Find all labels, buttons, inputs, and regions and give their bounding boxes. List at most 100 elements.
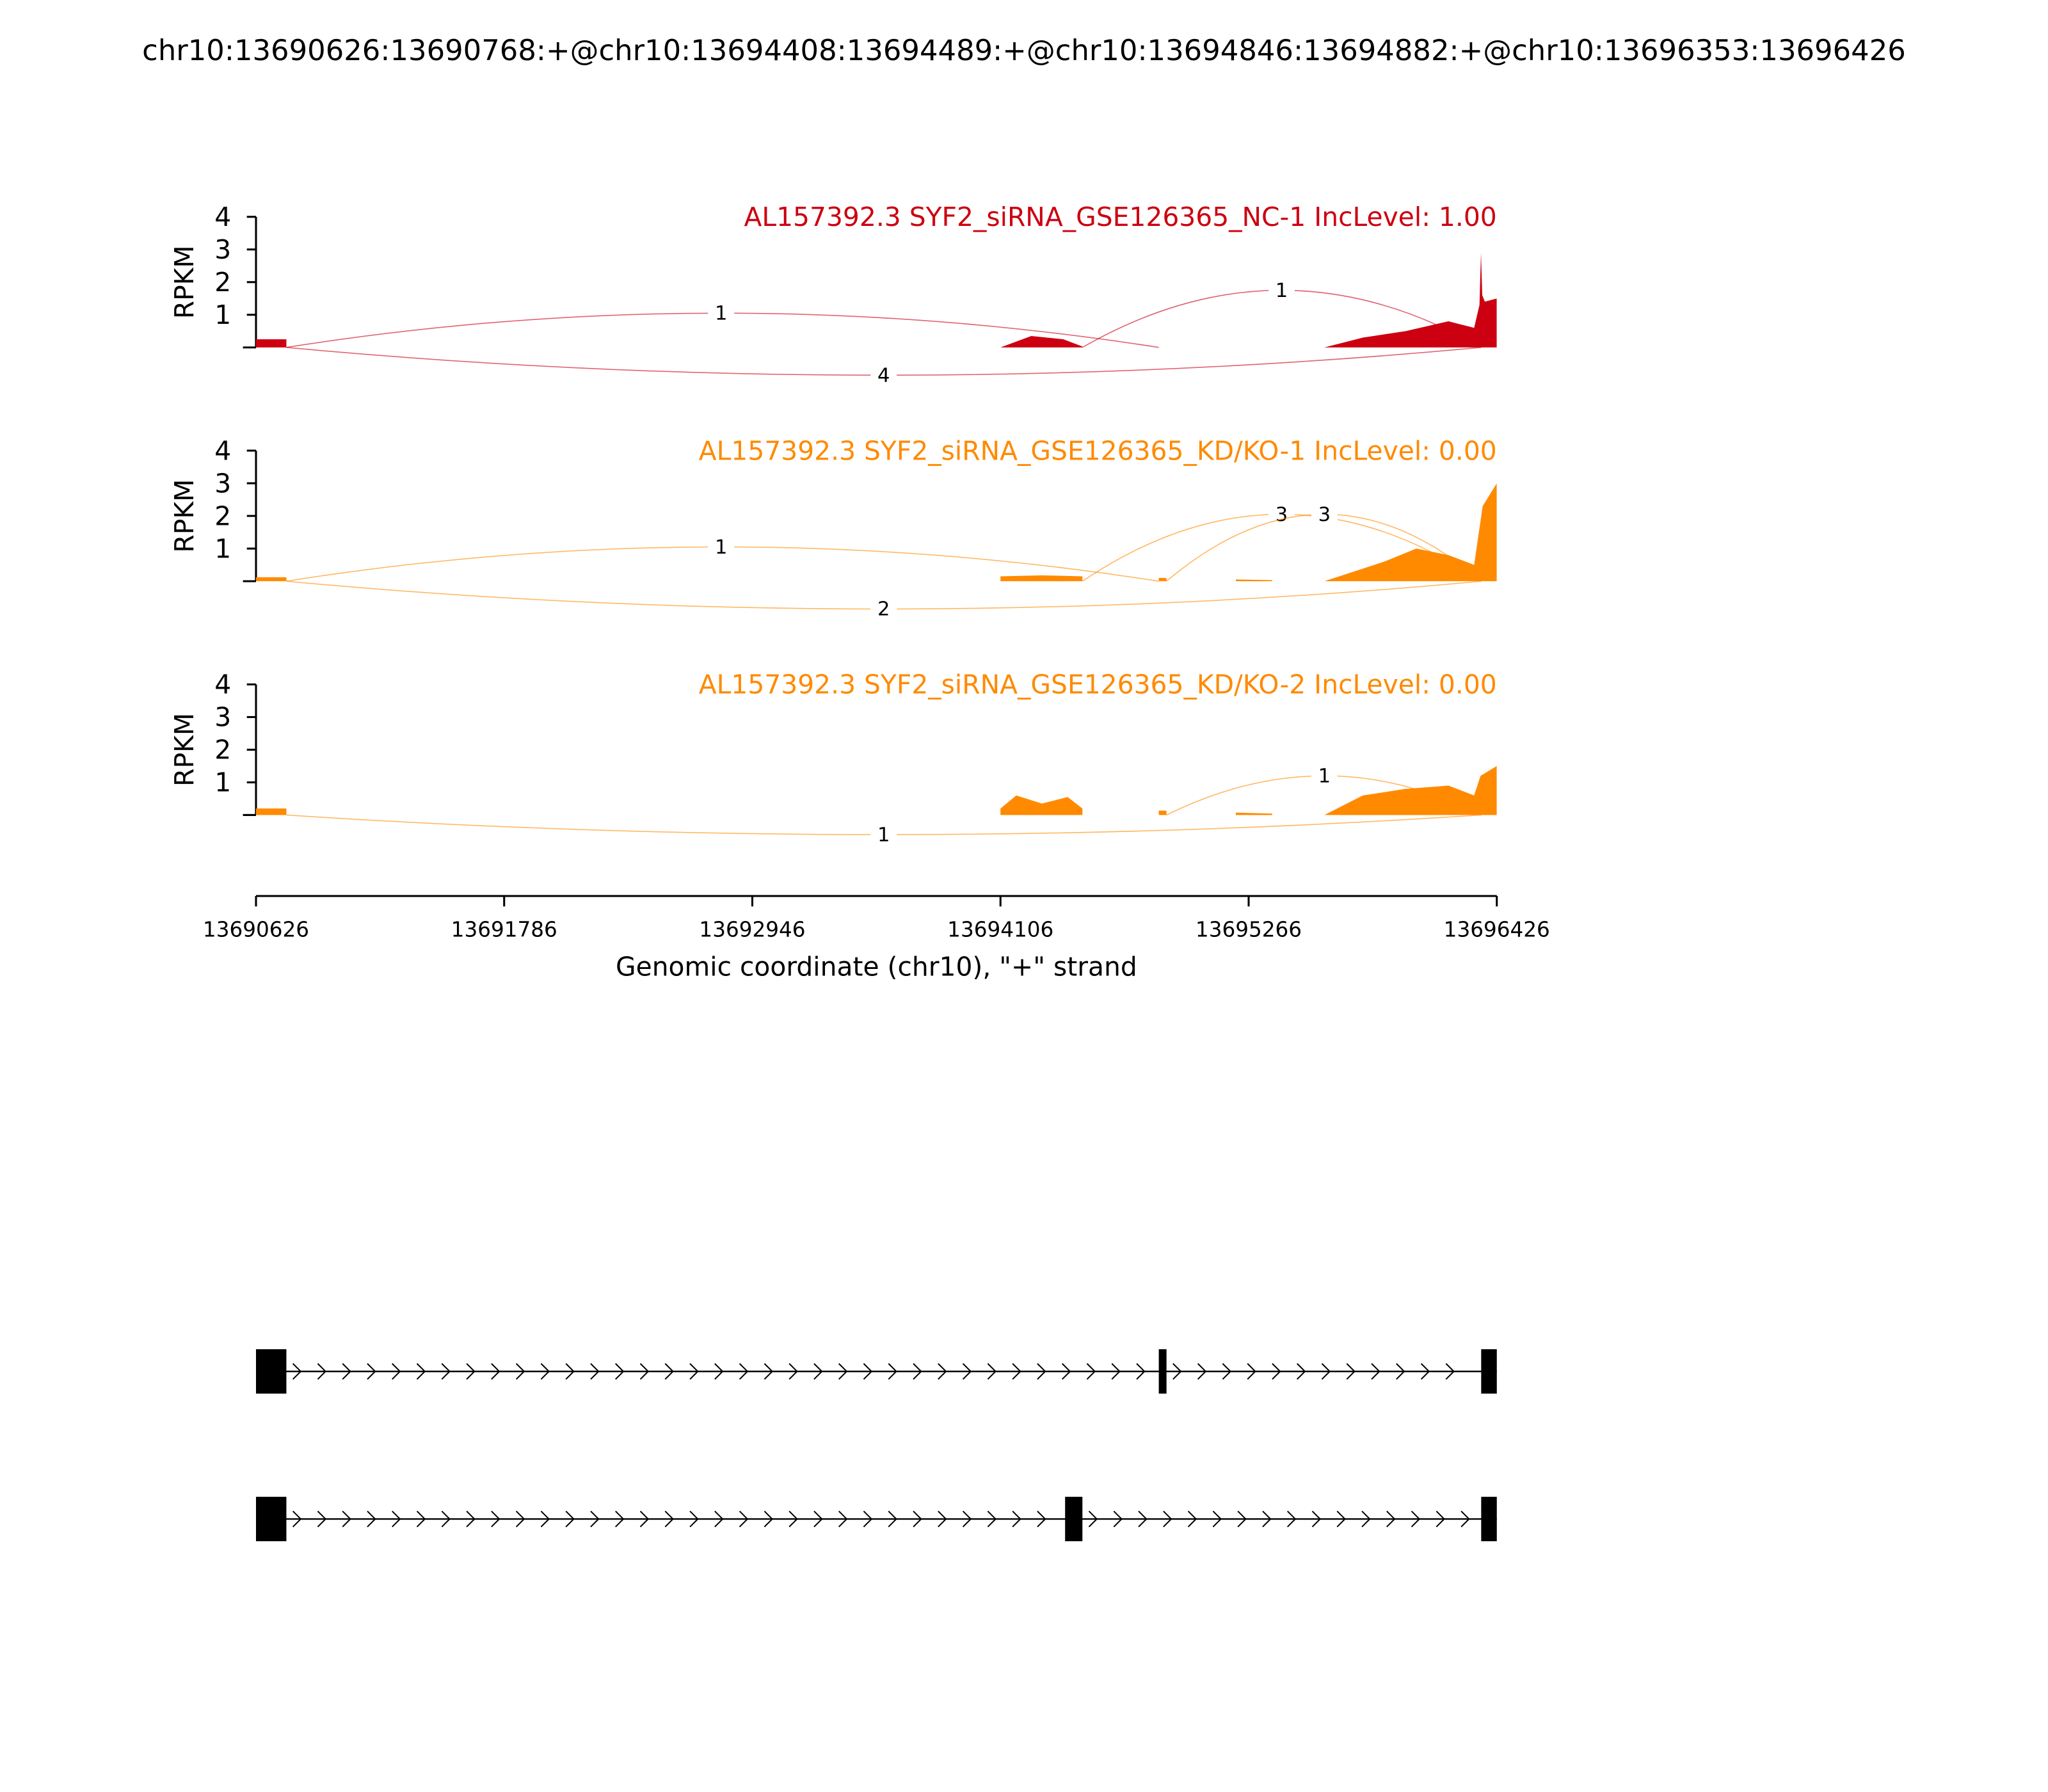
panel-title: AL157392.3 SYF2_siRNA_GSE126365_KD/KO-2 … xyxy=(699,669,1497,700)
junction-label-bg xyxy=(708,535,735,559)
junction-count: 1 xyxy=(1318,765,1331,787)
exon-block xyxy=(255,1349,287,1394)
strand-arrow xyxy=(1012,1510,1021,1528)
strand-arrow xyxy=(714,1510,724,1528)
strand-arrow xyxy=(540,1363,550,1380)
sashimi-panel: AL157392.3 SYF2_siRNA_GSE126365_KD/KO-1 … xyxy=(169,435,1497,621)
strand-arrow xyxy=(1037,1363,1046,1380)
strand-arrow xyxy=(938,1363,947,1380)
y-tick-label: 1 xyxy=(214,300,231,330)
strand-arrow xyxy=(1012,1363,1021,1380)
strand-arrow xyxy=(1138,1510,1148,1528)
strand-arrow xyxy=(515,1510,525,1528)
exon-block xyxy=(1481,1496,1497,1542)
junction-count: 1 xyxy=(1276,280,1288,302)
strand-arrow xyxy=(466,1510,476,1528)
strand-arrow xyxy=(491,1363,500,1380)
isoform-row xyxy=(255,1349,1497,1394)
strand-arrow xyxy=(739,1510,749,1528)
figure-title: chr10:13690626:13690768:+@chr10:13694408… xyxy=(142,33,1906,67)
exon-block xyxy=(255,1496,287,1542)
strand-arrow xyxy=(1061,1363,1071,1380)
strand-arrow xyxy=(888,1510,897,1528)
strand-arrow xyxy=(1420,1363,1430,1380)
exon-block xyxy=(1481,1349,1497,1394)
strand-arrow xyxy=(1197,1363,1207,1380)
exon-block xyxy=(1158,1349,1167,1394)
strand-arrow xyxy=(590,1510,600,1528)
x-tick-label: 13696426 xyxy=(1444,917,1550,941)
strand-arrow xyxy=(317,1363,327,1380)
y-tick-label: 1 xyxy=(214,533,231,564)
strand-arrow xyxy=(1088,1510,1098,1528)
sashimi-panels: AL157392.3 SYF2_siRNA_GSE126365_NC-1 Inc… xyxy=(169,202,1497,847)
strand-arrow xyxy=(1037,1510,1046,1528)
strand-arrow xyxy=(491,1510,500,1528)
strand-arrow xyxy=(441,1510,451,1528)
junction-count: 4 xyxy=(877,364,890,387)
strand-arrow xyxy=(689,1510,699,1528)
strand-arrow xyxy=(1386,1510,1396,1528)
junction-label-bg xyxy=(1268,502,1295,526)
strand-arrow xyxy=(714,1363,724,1380)
strand-arrow xyxy=(913,1510,922,1528)
strand-arrow xyxy=(1311,1510,1322,1528)
strand-arrow xyxy=(392,1510,401,1528)
strand-arrow xyxy=(540,1510,550,1528)
y-tick-label: 1 xyxy=(214,767,231,798)
x-tick-label: 13690626 xyxy=(203,917,309,941)
y-tick-label: 4 xyxy=(214,202,231,232)
strand-arrow xyxy=(764,1363,774,1380)
strand-arrow xyxy=(1262,1510,1272,1528)
strand-arrow xyxy=(1172,1363,1182,1380)
strand-arrow xyxy=(664,1510,674,1528)
strand-arrow xyxy=(1286,1510,1297,1528)
strand-arrow xyxy=(764,1510,774,1528)
strand-arrow xyxy=(615,1510,625,1528)
y-tick-label: 3 xyxy=(214,234,231,265)
junction-label-bg xyxy=(870,363,897,387)
strand-arrow xyxy=(1336,1510,1346,1528)
strand-arrow xyxy=(1445,1363,1455,1380)
strand-arrow xyxy=(1212,1510,1222,1528)
y-tick-label: 3 xyxy=(214,702,231,733)
strand-arrow xyxy=(1321,1363,1331,1380)
strand-arrow xyxy=(615,1363,625,1380)
x-tick-label: 13695266 xyxy=(1196,917,1302,941)
strand-arrow xyxy=(292,1363,302,1380)
strand-arrow xyxy=(416,1510,426,1528)
y-tick-label: 4 xyxy=(214,669,231,700)
strand-arrow xyxy=(342,1510,351,1528)
junction-count: 3 xyxy=(1276,504,1288,526)
strand-arrow xyxy=(1361,1510,1371,1528)
coverage-area xyxy=(255,765,1497,815)
strand-arrow xyxy=(342,1363,351,1380)
strand-arrow xyxy=(367,1363,376,1380)
strand-arrow xyxy=(987,1510,997,1528)
strand-arrow xyxy=(913,1363,922,1380)
strand-arrow xyxy=(1371,1363,1380,1380)
strand-arrow xyxy=(1136,1363,1146,1380)
x-axis: 13690626 13691786 13692946 13694106 13695266… xyxy=(203,895,1550,982)
y-tick-label: 3 xyxy=(214,468,231,499)
strand-arrow xyxy=(1436,1510,1446,1528)
strand-arrow xyxy=(590,1363,600,1380)
junction-count: 1 xyxy=(877,824,890,846)
x-tick-label: 13694106 xyxy=(947,917,1053,941)
strand-arrow xyxy=(664,1363,674,1380)
strand-arrow xyxy=(1113,1510,1123,1528)
junction-label-bg xyxy=(1268,278,1295,302)
strand-arrow xyxy=(565,1510,575,1528)
strand-arrow xyxy=(987,1363,997,1380)
strand-arrow xyxy=(1297,1363,1306,1380)
strand-arrow xyxy=(962,1363,972,1380)
y-axis-label: RPKM xyxy=(169,713,200,787)
coverage-area xyxy=(255,252,1497,348)
y-axis-label: RPKM xyxy=(169,245,200,319)
strand-arrow xyxy=(813,1510,823,1528)
isoform-row xyxy=(255,1496,1497,1542)
panel-title: AL157392.3 SYF2_siRNA_GSE126365_NC-1 Inc… xyxy=(744,202,1496,232)
strand-arrow xyxy=(639,1510,650,1528)
strand-arrow xyxy=(1460,1510,1470,1528)
